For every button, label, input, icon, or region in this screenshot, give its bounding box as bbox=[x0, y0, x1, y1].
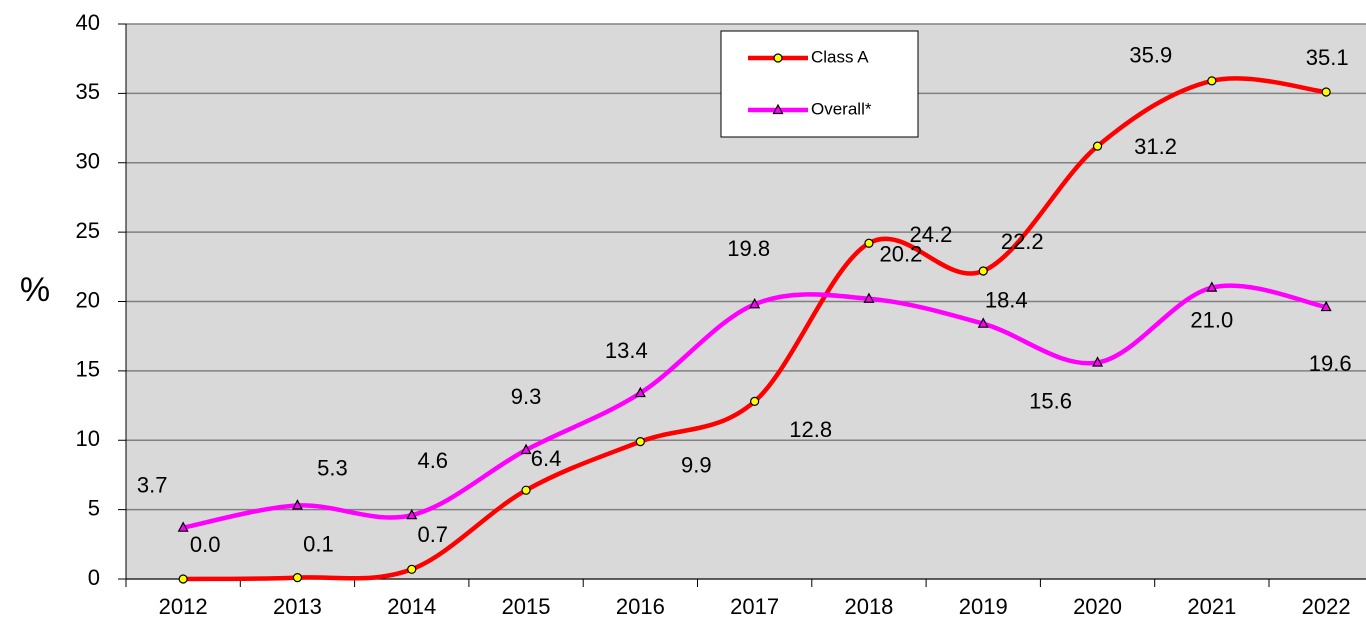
y-tick-label: 40 bbox=[76, 10, 100, 35]
marker bbox=[1207, 76, 1217, 86]
marker bbox=[1092, 141, 1103, 151]
y-tick-label: 5 bbox=[88, 495, 100, 520]
marker bbox=[1320, 300, 1332, 312]
data-label: 4.6 bbox=[417, 448, 448, 473]
marker bbox=[635, 437, 645, 447]
marker bbox=[177, 521, 189, 532]
x-tick-label: 2020 bbox=[1073, 594, 1122, 619]
data-label: 24.2 bbox=[910, 222, 953, 247]
marker bbox=[406, 508, 418, 520]
marker bbox=[749, 297, 761, 309]
data-label: 35.1 bbox=[1306, 45, 1349, 70]
marker bbox=[864, 238, 874, 248]
marker bbox=[292, 573, 303, 583]
x-tick-label: 2013 bbox=[273, 594, 322, 619]
x-tick-label: 2021 bbox=[1187, 594, 1236, 619]
data-label: 0.1 bbox=[303, 531, 334, 556]
data-label: 19.6 bbox=[1309, 351, 1352, 376]
y-axis-label: % bbox=[20, 271, 50, 309]
marker bbox=[178, 574, 188, 584]
y-tick-label: 30 bbox=[76, 149, 100, 174]
marker bbox=[1321, 87, 1331, 97]
legend-label: Class A bbox=[811, 47, 869, 66]
marker bbox=[977, 317, 989, 328]
x-tick-label: 2012 bbox=[159, 594, 208, 619]
legend-box bbox=[720, 30, 919, 138]
data-label: 5.3 bbox=[317, 455, 348, 480]
data-label: 9.3 bbox=[511, 384, 542, 409]
data-label: 9.9 bbox=[681, 452, 712, 477]
marker bbox=[1206, 281, 1218, 292]
y-tick-label: 35 bbox=[76, 79, 100, 104]
legend-marker bbox=[772, 103, 784, 115]
legend-marker bbox=[773, 53, 783, 63]
y-tick-label: 25 bbox=[76, 218, 100, 243]
data-label: 13.4 bbox=[605, 338, 648, 363]
y-tick-label: 0 bbox=[88, 565, 100, 590]
data-label: 22.2 bbox=[1001, 229, 1044, 254]
series-line bbox=[183, 76, 1327, 582]
x-tick-label: 2017 bbox=[730, 594, 779, 619]
data-label: 15.6 bbox=[1029, 388, 1072, 413]
marker bbox=[407, 564, 417, 574]
marker bbox=[750, 396, 760, 406]
data-label: 35.9 bbox=[1129, 43, 1172, 68]
data-label: 21.0 bbox=[1190, 307, 1233, 332]
y-tick-label: 10 bbox=[76, 426, 100, 451]
data-label: 20.2 bbox=[880, 242, 923, 267]
x-tick-label: 2022 bbox=[1302, 594, 1351, 619]
legend-label: Overall* bbox=[811, 99, 872, 118]
x-tick-label: 2018 bbox=[844, 594, 893, 619]
data-label: 0.7 bbox=[417, 522, 448, 547]
marker bbox=[634, 386, 646, 398]
x-tick-label: 2015 bbox=[502, 594, 551, 619]
marker bbox=[978, 266, 988, 276]
data-label: 18.4 bbox=[985, 288, 1028, 313]
y-tick-label: 20 bbox=[76, 287, 100, 312]
x-tick-label: 2014 bbox=[387, 594, 436, 619]
x-tick-label: 2016 bbox=[616, 594, 665, 619]
y-tick-label: 15 bbox=[76, 357, 100, 382]
data-label: 12.8 bbox=[789, 417, 832, 442]
data-label: 0.0 bbox=[190, 532, 221, 557]
data-label: 31.2 bbox=[1134, 134, 1177, 159]
marker bbox=[520, 443, 532, 455]
data-label: 19.8 bbox=[727, 236, 770, 261]
data-label: 3.7 bbox=[137, 472, 168, 497]
data-label: 6.4 bbox=[531, 446, 562, 471]
marker bbox=[1092, 356, 1104, 367]
x-tick-label: 2019 bbox=[959, 594, 1008, 619]
marker bbox=[863, 292, 875, 303]
marker bbox=[291, 499, 303, 510]
marker bbox=[521, 485, 531, 495]
